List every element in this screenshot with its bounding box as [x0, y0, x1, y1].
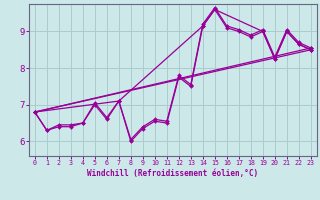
- X-axis label: Windchill (Refroidissement éolien,°C): Windchill (Refroidissement éolien,°C): [87, 169, 258, 178]
